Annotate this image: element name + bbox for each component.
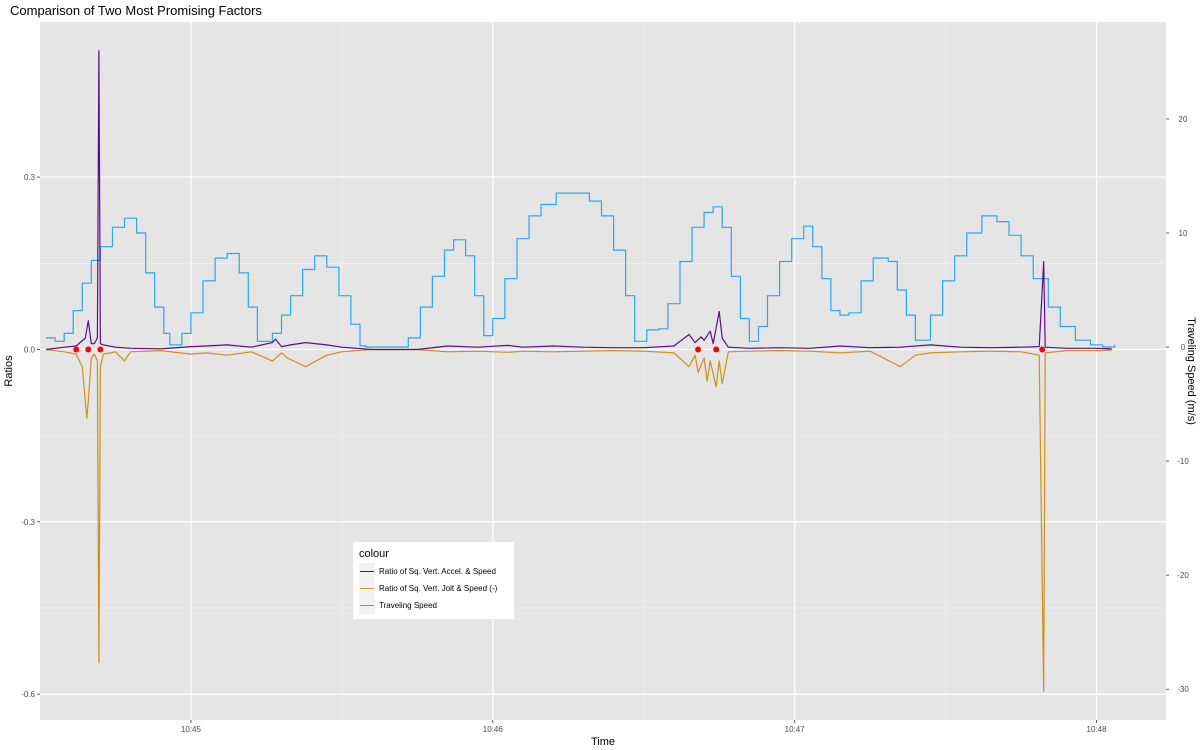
x-tick-label: 10:45 [181, 725, 202, 734]
x-axis-title: Time [591, 736, 615, 748]
legend-item-speed: Traveling Speed [359, 597, 514, 614]
y-tick-label: -0.6 [21, 690, 35, 699]
y2-tick-label: 20 [1179, 115, 1188, 124]
series-line-jolt [45, 348, 1112, 692]
marker-layer [73, 346, 1046, 353]
event-marker [97, 346, 104, 353]
y2-axis-title: Traveling Speed (m/s) [1185, 317, 1197, 425]
legend-label-speed: Traveling Speed [379, 601, 437, 610]
event-marker [695, 346, 702, 353]
y-tick-label: 0.3 [24, 173, 36, 182]
x-tick-label: 10:46 [483, 725, 504, 734]
event-marker [73, 346, 80, 353]
y-axis-title: Ratios [3, 355, 15, 387]
legend-swatch-accel [359, 563, 375, 580]
event-marker [713, 346, 720, 353]
legend-label-jolt: Ratio of Sq. Vert. Jolt & Speed (-) [379, 584, 498, 593]
y-tick-label: 0.0 [24, 345, 36, 354]
legend: colour Ratio of Sq. Vert. Accel. & Speed… [353, 542, 514, 619]
y-tick-label: -0.3 [21, 518, 35, 527]
event-marker [85, 346, 92, 353]
legend-swatch-speed [359, 597, 375, 614]
grid-lines [40, 22, 1166, 720]
chart-title: Comparison of Two Most Promising Factors [10, 3, 262, 18]
y2-tick-label: -30 [1177, 685, 1189, 694]
series-layer [45, 50, 1116, 692]
legend-swatch-jolt [359, 580, 375, 597]
x-tick-label: 10:47 [785, 725, 806, 734]
event-marker [1039, 346, 1046, 353]
legend-title: colour [359, 548, 389, 560]
y2-tick-label: -10 [1177, 457, 1189, 466]
axes-layer: 10:45 10:46 10:47 10:48 0.3 0.0 -0.3 -0.6 20 10 0 -… [21, 115, 1189, 734]
plot-panel [40, 22, 1166, 720]
legend-label-accel: Ratio of Sq. Vert. Accel. & Speed [379, 567, 496, 576]
y2-tick-label: -20 [1177, 571, 1189, 580]
y2-tick-label: 0 [1181, 343, 1186, 352]
x-tick-label: 10:48 [1087, 725, 1108, 734]
series-line-speed [46, 192, 1116, 348]
y2-tick-label: 10 [1179, 229, 1188, 238]
series-line-accel [45, 50, 1112, 351]
legend-item-accel: Ratio of Sq. Vert. Accel. & Speed [359, 563, 514, 580]
legend-item-jolt: Ratio of Sq. Vert. Jolt & Speed (-) [359, 580, 514, 597]
